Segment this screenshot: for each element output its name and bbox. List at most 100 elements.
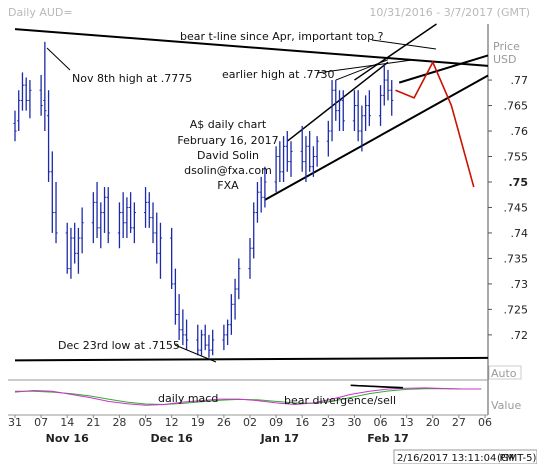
trendline-lower-channel — [264, 74, 489, 201]
ohlc-bar — [334, 80, 338, 121]
ohlc-bar — [199, 329, 204, 356]
ohlc-bar — [177, 294, 181, 340]
y-tick-label: .765 — [504, 100, 529, 113]
header-bar — [0, 0, 537, 24]
macd-divergence-line — [350, 384, 403, 388]
ohlc-bar — [326, 120, 330, 157]
trendline-wedge-top — [398, 54, 489, 84]
chart-desc-line5: FXA — [217, 179, 239, 192]
x-tick-label: 19 — [191, 416, 205, 429]
ohlc-bar — [360, 105, 364, 152]
chart-desc-line4: dsolin@fxa.com — [184, 164, 272, 177]
chart-title: Daily AUD= — [8, 6, 73, 19]
ohlc-bar — [173, 268, 177, 325]
x-tick-label: 07 — [34, 416, 48, 429]
ohlc-bar — [13, 110, 17, 142]
ohlc-bar — [20, 72, 25, 111]
x-tick-label: 31 — [8, 416, 22, 429]
x-tick-label: 05 — [139, 416, 153, 429]
ohlc-bar — [259, 176, 263, 213]
ohlc-bar — [106, 187, 110, 244]
ohlc-bar — [285, 131, 289, 172]
x-tick-label: 27 — [452, 416, 466, 429]
x-tick-label: 30 — [347, 416, 361, 429]
ohlc-bar — [143, 187, 148, 228]
ohlc-bar — [237, 258, 241, 300]
ohlc-bar — [43, 41, 47, 132]
ohlc-bar — [311, 146, 315, 177]
auto-scale-button[interactable] — [488, 365, 522, 380]
ohlc-bar — [300, 125, 304, 172]
macd-label: daily macd — [158, 392, 218, 405]
ohlc-bar — [151, 202, 155, 244]
x-tick-label: 14 — [60, 416, 74, 429]
x-tick-label: 06 — [374, 416, 388, 429]
x-tick-label: 16 — [295, 416, 309, 429]
y-tick-label: .73 — [511, 278, 529, 291]
ohlc-bar — [24, 77, 28, 111]
trendline-steep-line — [354, 23, 437, 81]
ohlc-bar — [278, 141, 282, 182]
ohlc-bar — [252, 202, 256, 259]
ohlc-bar — [99, 202, 103, 249]
ohlc-bar — [121, 192, 125, 239]
ohlc-bar — [222, 324, 226, 351]
trendline-upper-channel — [286, 61, 389, 142]
x-month-label: Dec 16 — [151, 432, 194, 445]
ohlc-bar — [54, 181, 58, 244]
x-tick-label: 02 — [243, 416, 257, 429]
ohlc-bar — [229, 294, 233, 335]
ohlc-bar — [356, 90, 360, 142]
ohlc-bar — [184, 319, 189, 351]
chart-desc-line2: February 16, 2017 — [177, 134, 278, 147]
ohlc-bar — [226, 319, 230, 346]
ohlc-bar — [330, 80, 334, 142]
y-tick-label: .725 — [504, 303, 529, 316]
ohlc-bar — [211, 329, 215, 356]
y-tick-label: .745 — [504, 201, 529, 214]
y-tick-label: .76 — [511, 125, 529, 138]
y-tick-label: .755 — [504, 151, 529, 164]
x-tick-label: 26 — [217, 416, 231, 429]
ohlc-bar — [102, 187, 107, 233]
ohlc-bar — [248, 238, 252, 279]
ohlc-bar — [382, 64, 386, 106]
ohlc-bar — [207, 334, 211, 358]
trendline-recent-highs — [335, 59, 389, 81]
ohlc-bar — [263, 166, 267, 208]
y-tick-label: .72 — [511, 329, 529, 342]
ohlc-bar — [73, 222, 77, 264]
x-tick-label: 13 — [400, 416, 414, 429]
y-tick-label: .75 — [509, 176, 529, 189]
trendlines — [14, 23, 489, 362]
chart-desc-line3: David Solin — [197, 149, 259, 162]
x-tick-label: 28 — [112, 416, 126, 429]
ohlc-bar — [203, 324, 207, 351]
ohlc-bar — [364, 95, 368, 132]
y-tick-label: .735 — [504, 252, 529, 265]
earlier-high-pointer — [316, 59, 413, 74]
x-tick-label: 23 — [321, 416, 335, 429]
ohlc-bar — [281, 136, 286, 182]
ohlc-bar — [341, 90, 345, 132]
ohlc-bar — [352, 90, 357, 132]
nov-high-pointer — [46, 47, 71, 71]
ohlc-bar — [315, 136, 319, 167]
macd-line — [14, 387, 482, 406]
trendline-bear-tline — [14, 28, 489, 67]
macd-panel — [14, 384, 482, 406]
ohlc-bar — [80, 207, 84, 254]
bear-tline-annotation: bear t-line since Apr, important top ? — [180, 30, 384, 43]
ohlc-bar — [337, 90, 342, 132]
footer-timestamp: 2/16/2017 13:11:04 PM — [397, 453, 514, 464]
bear-divergence-annotation: bear divergence/sell — [284, 394, 396, 407]
ohlc-bar — [28, 80, 32, 119]
x-month-label: Nov 16 — [46, 432, 89, 445]
x-tick-label: 20 — [426, 416, 440, 429]
footer-timezone: (GMT-5) — [497, 453, 536, 464]
ohlc-bar — [95, 181, 99, 239]
ohlc-bar — [170, 227, 174, 290]
y-axis-ticks: .77 .765 .76 .755 .75 .745 .74 .735 .73 .725 .72 — [488, 74, 528, 342]
